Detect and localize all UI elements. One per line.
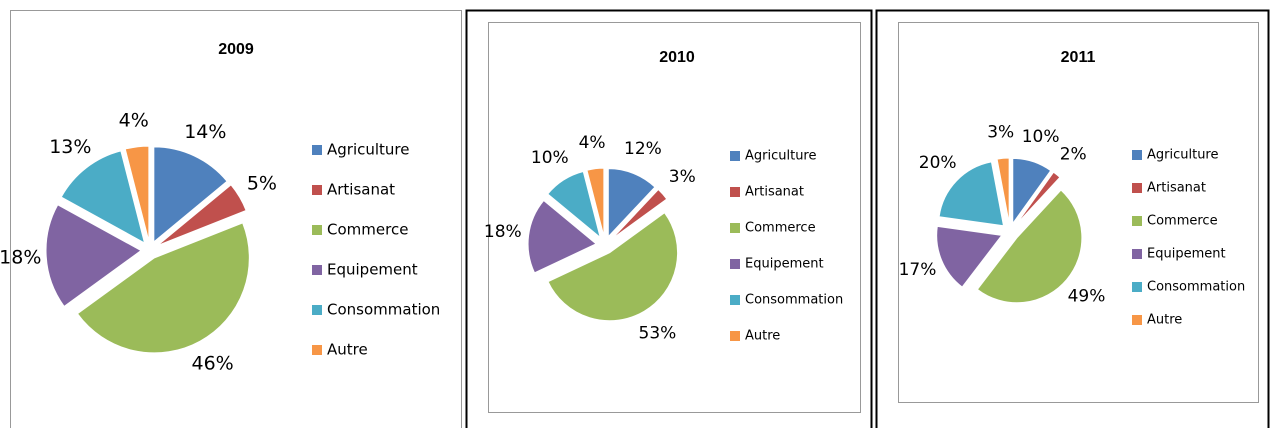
panel-frame [875, 9, 1270, 428]
legend-label: Autre [1147, 313, 1182, 328]
pie-slice [45, 204, 142, 308]
legend-swatch [312, 225, 322, 235]
legend-label: Commerce [327, 221, 408, 239]
pie-slice [607, 168, 656, 238]
pie-slice [1012, 157, 1052, 225]
data-label: 18% [0, 247, 41, 269]
data-label: 4% [579, 133, 606, 153]
legend-label: Autre [745, 329, 780, 344]
legend-label: Consommation [1147, 280, 1245, 295]
legend-swatch [1132, 150, 1142, 160]
legend-label: Commerce [1147, 214, 1218, 229]
panel-frame [488, 22, 861, 413]
legend-swatch [730, 187, 740, 197]
legend-label: Equipement [1147, 247, 1226, 262]
data-label: 10% [531, 148, 569, 168]
legend-swatch [730, 223, 740, 233]
pie-slice [1015, 171, 1061, 226]
legend-swatch [1132, 315, 1142, 325]
pie-slice [124, 145, 150, 242]
panel-frame [465, 9, 873, 428]
data-label: 2% [1060, 145, 1087, 165]
legend-swatch [312, 265, 322, 275]
pie-slice [586, 167, 605, 237]
legend-label: Commerce [745, 221, 816, 236]
legend-label: Consommation [327, 301, 440, 319]
legend-swatch [1132, 282, 1142, 292]
legend-label: Artisanat [745, 185, 804, 200]
legend-swatch [730, 259, 740, 269]
data-label: 5% [247, 172, 277, 194]
pie-slice [996, 157, 1010, 224]
pie-slice [611, 188, 668, 240]
data-label: 49% [1068, 286, 1106, 306]
legend-swatch [730, 331, 740, 341]
data-label: 12% [624, 139, 662, 159]
data-label: 17% [899, 260, 937, 280]
panel-frame [898, 22, 1259, 403]
legend-label: Equipement [745, 257, 824, 272]
data-label: 10% [1022, 127, 1060, 147]
legend-swatch [730, 295, 740, 305]
data-label: 13% [49, 136, 91, 158]
legend-label: Equipement [327, 261, 418, 279]
legend-swatch [1132, 216, 1142, 226]
data-label: 53% [639, 324, 677, 344]
chart-title: 2011 [1061, 49, 1096, 66]
legend-swatch [312, 305, 322, 315]
pie-slice [936, 225, 1003, 288]
pie-slice [157, 184, 247, 246]
legend-label: Agriculture [1147, 148, 1219, 163]
legend-label: Agriculture [327, 141, 410, 159]
data-label: 3% [987, 122, 1014, 142]
legend-swatch [312, 145, 322, 155]
legend-swatch [312, 345, 322, 355]
data-label: 4% [119, 110, 149, 132]
pie-slice [547, 212, 679, 322]
chart-title: 2010 [659, 49, 695, 66]
legend-label: Consommation [745, 293, 843, 308]
pie-slice [527, 199, 597, 274]
pie-slice [976, 189, 1083, 304]
legend-swatch [312, 185, 322, 195]
data-label: 46% [192, 352, 234, 374]
legend-label: Artisanat [1147, 181, 1206, 196]
panel-frame [10, 10, 462, 428]
data-label: 14% [184, 121, 226, 143]
pie-slice [76, 222, 250, 354]
pie-slice [938, 161, 1005, 227]
legend-swatch [1132, 249, 1142, 259]
data-label: 3% [669, 167, 696, 187]
legend-label: Artisanat [327, 181, 395, 199]
data-label: 18% [484, 222, 522, 242]
legend-swatch [730, 151, 740, 161]
data-label: 20% [919, 153, 957, 173]
pie-slice [547, 170, 602, 239]
chart-title: 2009 [218, 41, 254, 58]
legend-swatch [1132, 183, 1142, 193]
pie-slice [153, 146, 228, 243]
legend-label: Agriculture [745, 149, 817, 164]
legend-label: Autre [327, 341, 368, 359]
pie-slice [60, 150, 146, 244]
